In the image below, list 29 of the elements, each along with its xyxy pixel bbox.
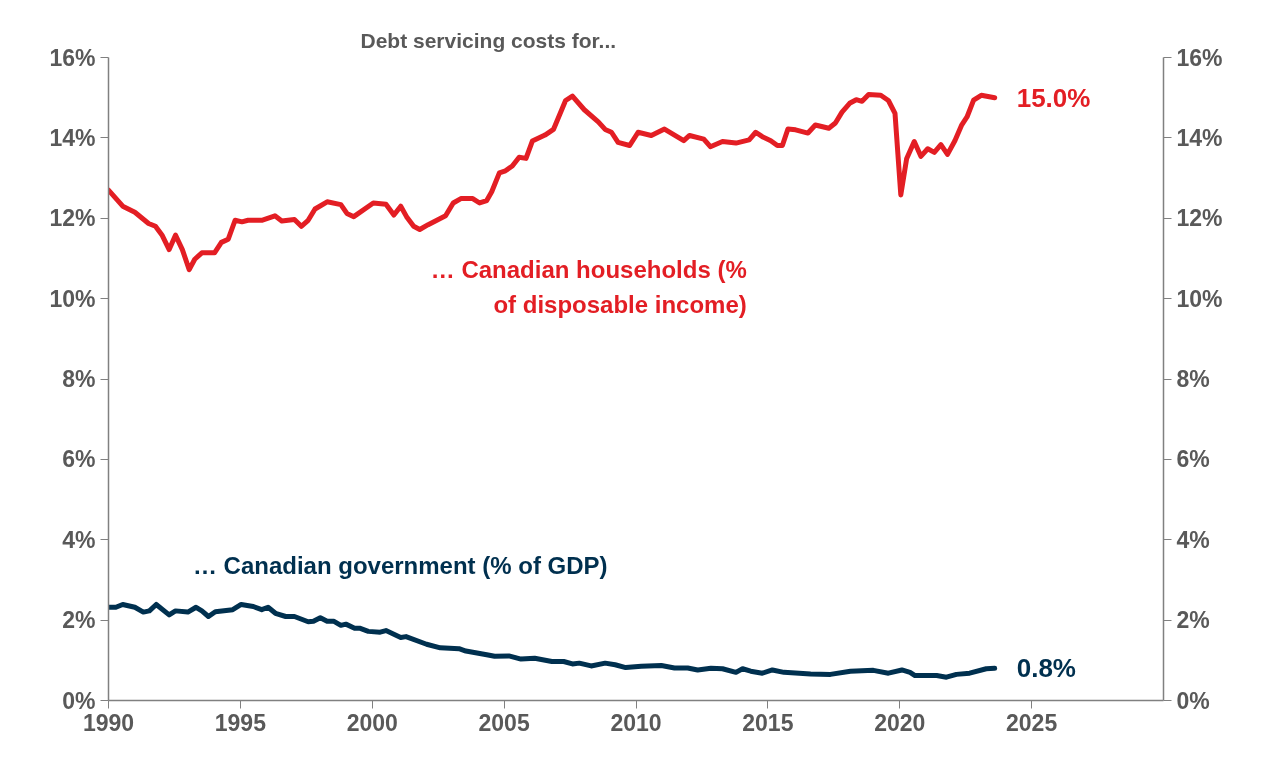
y2-tick-label: 16% <box>1176 44 1223 71</box>
x-tick-label: 2005 <box>478 709 530 736</box>
y2-tick-label: 6% <box>1176 446 1210 473</box>
y2-tick-label: 8% <box>1176 366 1210 392</box>
x-tick-label: 1995 <box>214 709 267 736</box>
y-tick-label: 6% <box>62 446 96 473</box>
x-tick-label: 2020 <box>874 709 926 736</box>
y-tick-label: 16% <box>49 44 96 71</box>
x-tick-label: 2010 <box>610 709 662 736</box>
y-tick-label: 12% <box>49 205 96 232</box>
y-tick-label: 14% <box>49 124 96 151</box>
chart-title: Debt servicing costs for... <box>360 28 617 52</box>
x-tick-label: 2025 <box>1006 709 1058 736</box>
y-tick-label: 4% <box>62 526 96 553</box>
y-tick-label: 2% <box>62 607 96 634</box>
annotation: 15.0% <box>1016 82 1091 113</box>
y2-tick-label: 4% <box>1176 526 1210 553</box>
y2-tick-label: 14% <box>1176 124 1223 151</box>
series-label: … Canadian government (% of GDP) <box>192 552 608 580</box>
y2-tick-label: 0% <box>1176 687 1210 714</box>
annotation: 0.8% <box>1016 653 1076 684</box>
y2-tick-label: 2% <box>1176 607 1210 634</box>
y-tick-label: 10% <box>49 285 96 312</box>
y2-tick-label: 12% <box>1176 205 1223 232</box>
x-tick-label: 2015 <box>742 709 794 736</box>
y-tick-label: 8% <box>62 366 96 392</box>
series-label: … Canadian households (% of disposable income) <box>430 255 747 318</box>
x-tick-label: 2000 <box>346 709 398 736</box>
y2-tick-label: 10% <box>1176 285 1223 312</box>
